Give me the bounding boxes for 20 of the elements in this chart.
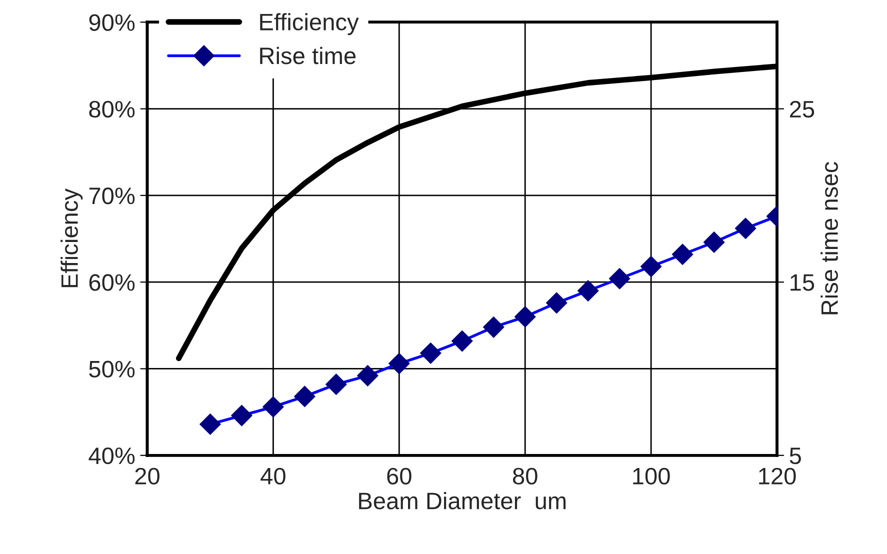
y-axis-title: Efficiency	[60, 188, 83, 288]
y-tick-label: 40%	[88, 447, 135, 464]
x-tick-label: 20	[135, 468, 160, 485]
x-tick-label: 120	[759, 468, 796, 485]
y-tick-label: 50%	[89, 360, 135, 378]
x-tick-label: 60	[387, 468, 412, 485]
x-tick-label: 80	[513, 468, 538, 485]
x-axis-title: Beam Diameter um	[359, 492, 566, 510]
y-tick-label: 70%	[89, 188, 135, 204]
y2-tick-label: 15	[790, 274, 814, 291]
y2-tick-label: 5	[790, 448, 801, 464]
legend-label: Efficiency	[260, 13, 359, 36]
legend-label: Rise time	[260, 46, 356, 64]
y-tick-label: 60%	[89, 274, 135, 291]
x-tick-label: 100	[633, 468, 670, 485]
y2-axis-title: Rise time nsec	[820, 162, 838, 314]
x-tick-label: 40	[260, 468, 286, 485]
y-tick-label: 80%	[89, 100, 135, 118]
y2-tick-label: 25	[790, 100, 814, 118]
y-tick-label: 90%	[89, 14, 135, 31]
